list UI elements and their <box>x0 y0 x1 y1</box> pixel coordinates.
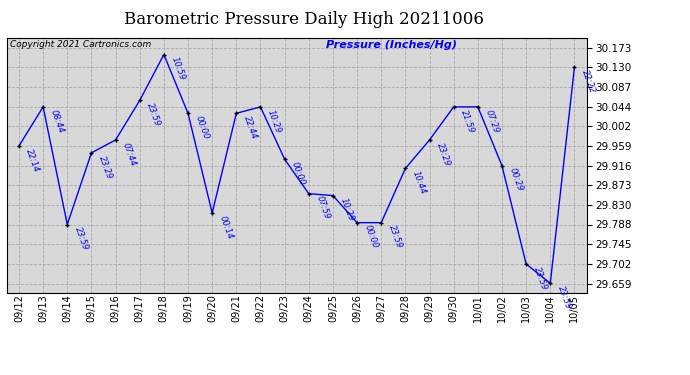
Text: 23:59: 23:59 <box>556 285 573 310</box>
Text: 10:29: 10:29 <box>339 197 355 223</box>
Text: 10:29: 10:29 <box>266 108 283 134</box>
Text: Copyright 2021 Cartronics.com: Copyright 2021 Cartronics.com <box>10 40 151 49</box>
Text: 22:14: 22:14 <box>25 147 41 173</box>
Text: 23:29: 23:29 <box>435 141 452 167</box>
Text: 00:29: 00:29 <box>508 167 524 193</box>
Text: 10:59: 10:59 <box>170 56 186 82</box>
Text: 23:59: 23:59 <box>73 226 90 252</box>
Text: 07:29: 07:29 <box>484 108 500 134</box>
Text: 21:59: 21:59 <box>460 108 476 134</box>
Text: 08:44: 08:44 <box>49 108 66 134</box>
Text: 22:22: 22:22 <box>580 69 597 95</box>
Text: 00:00: 00:00 <box>363 224 380 250</box>
Text: 23:29: 23:29 <box>97 154 114 180</box>
Text: 07:59: 07:59 <box>315 195 331 221</box>
Text: 10:44: 10:44 <box>411 170 428 196</box>
Text: 22:44: 22:44 <box>242 115 259 141</box>
Text: 23:59: 23:59 <box>146 102 162 128</box>
Text: Pressure (Inches/Hg): Pressure (Inches/Hg) <box>326 40 457 50</box>
Text: 23:59: 23:59 <box>532 266 549 291</box>
Text: 23:59: 23:59 <box>387 224 404 250</box>
Text: 07:44: 07:44 <box>121 141 138 167</box>
Text: 00:00: 00:00 <box>290 160 307 187</box>
Text: Barometric Pressure Daily High 20211006: Barometric Pressure Daily High 20211006 <box>124 11 484 28</box>
Text: 00:14: 00:14 <box>218 214 235 240</box>
Text: 00:00: 00:00 <box>194 115 210 141</box>
